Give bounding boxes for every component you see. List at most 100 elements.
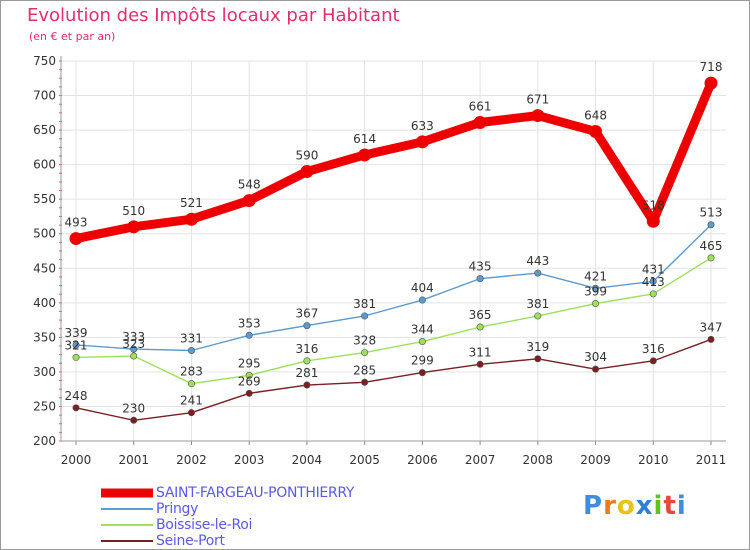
legend-label: SAINT-FARGEAU-PONTHIERRY [156, 485, 355, 501]
data-label: 283 [180, 365, 203, 379]
logo-letter: P [583, 491, 604, 521]
x-tick-label: 2011 [696, 453, 727, 467]
data-label: 347 [700, 320, 723, 334]
data-label: 365 [469, 308, 492, 322]
data-point [589, 124, 603, 138]
data-point [649, 357, 657, 365]
series-lines [69, 76, 718, 424]
data-point [361, 349, 369, 357]
data-point [473, 115, 487, 129]
series-line-seine-port [75, 338, 712, 421]
data-label: 521 [180, 196, 203, 210]
data-label: 518 [642, 198, 665, 212]
x-tick-label: 2005 [349, 453, 380, 467]
legend-swatch [101, 501, 153, 517]
y-tick-label: 700 [33, 89, 56, 103]
logo-letter: t [663, 491, 677, 521]
data-point [534, 355, 542, 363]
data-label: 269 [238, 374, 261, 388]
data-point [707, 254, 715, 262]
data-label: 344 [411, 323, 434, 337]
series-line-pringy [75, 224, 712, 352]
data-point [358, 148, 372, 162]
data-label: 413 [642, 275, 665, 289]
legend-label: Pringy [156, 501, 199, 517]
y-tick-label: 350 [33, 330, 56, 344]
data-label: 316 [642, 342, 665, 356]
data-label: 328 [353, 334, 376, 348]
data-point [300, 165, 314, 179]
legend-item: SAINT-FARGEAU-PONTHIERRY [101, 485, 354, 501]
series-line-boissise-le-roi [75, 257, 712, 385]
data-label: 304 [584, 350, 607, 364]
data-label: 333 [122, 330, 145, 344]
data-point [476, 360, 484, 368]
x-tick-label: 2001 [118, 453, 149, 467]
data-label: 241 [180, 394, 203, 408]
chart-subtitle: (en € et par an) [29, 30, 116, 43]
data-label: 311 [469, 345, 492, 359]
data-point [704, 76, 718, 90]
data-label: 248 [65, 389, 88, 403]
data-point [476, 323, 484, 331]
y-tick-label: 500 [33, 227, 56, 241]
legend-label: Seine-Port [156, 533, 225, 549]
legend-item: Pringy [101, 501, 354, 517]
data-point [245, 371, 253, 379]
data-label: 404 [411, 281, 434, 295]
data-point [534, 312, 542, 320]
data-point [476, 275, 484, 283]
y-tick-label: 400 [33, 296, 56, 310]
x-tick-label: 2008 [523, 453, 554, 467]
grid [61, 60, 726, 442]
data-point [245, 331, 253, 339]
x-tick-label: 2009 [580, 453, 611, 467]
data-label: 281 [295, 366, 318, 380]
data-point [127, 220, 141, 234]
data-point [72, 341, 80, 349]
legend: SAINT-FARGEAU-PONTHIERRY Pringy Boissise-l… [101, 485, 354, 549]
logo-letter: i [676, 491, 687, 521]
y-tick-label: 200 [33, 434, 56, 448]
x-tick-label: 2003 [234, 453, 265, 467]
y-tick-label: 650 [33, 123, 56, 137]
data-point [707, 221, 715, 229]
legend-swatch [101, 485, 153, 501]
legend-swatch-line [101, 508, 153, 510]
y-tick-label: 550 [33, 192, 56, 206]
legend-swatch [101, 533, 153, 549]
data-label: 285 [353, 363, 376, 377]
data-label: 513 [700, 206, 723, 220]
data-label: 421 [584, 269, 607, 283]
data-point [303, 357, 311, 365]
data-point [361, 312, 369, 320]
data-label: 465 [700, 239, 723, 253]
x-tick-label: 2007 [465, 453, 496, 467]
data-point [72, 353, 80, 361]
series-line-saint-fargeau-ponthierry [71, 78, 716, 244]
data-point [534, 269, 542, 277]
data-point [130, 345, 138, 353]
data-point [242, 194, 256, 208]
data-point [72, 404, 80, 412]
data-label: 381 [353, 297, 376, 311]
logo-letter: i [653, 491, 664, 521]
data-label: 295 [238, 356, 261, 370]
data-point [531, 109, 545, 123]
x-tick-label: 2004 [292, 453, 323, 467]
data-label: 323 [122, 337, 145, 351]
data-point [646, 214, 660, 228]
data-point [592, 284, 600, 292]
y-tick-label: 300 [33, 365, 56, 379]
data-point [415, 135, 429, 149]
y-tick-label: 250 [33, 399, 56, 413]
x-tick-label: 2000 [61, 453, 92, 467]
legend-swatch [101, 517, 153, 533]
data-label: 661 [469, 99, 492, 113]
data-point [130, 352, 138, 360]
data-label: 316 [295, 342, 318, 356]
data-label: 590 [295, 149, 318, 163]
x-tick-label: 2002 [176, 453, 207, 467]
data-point [130, 416, 138, 424]
